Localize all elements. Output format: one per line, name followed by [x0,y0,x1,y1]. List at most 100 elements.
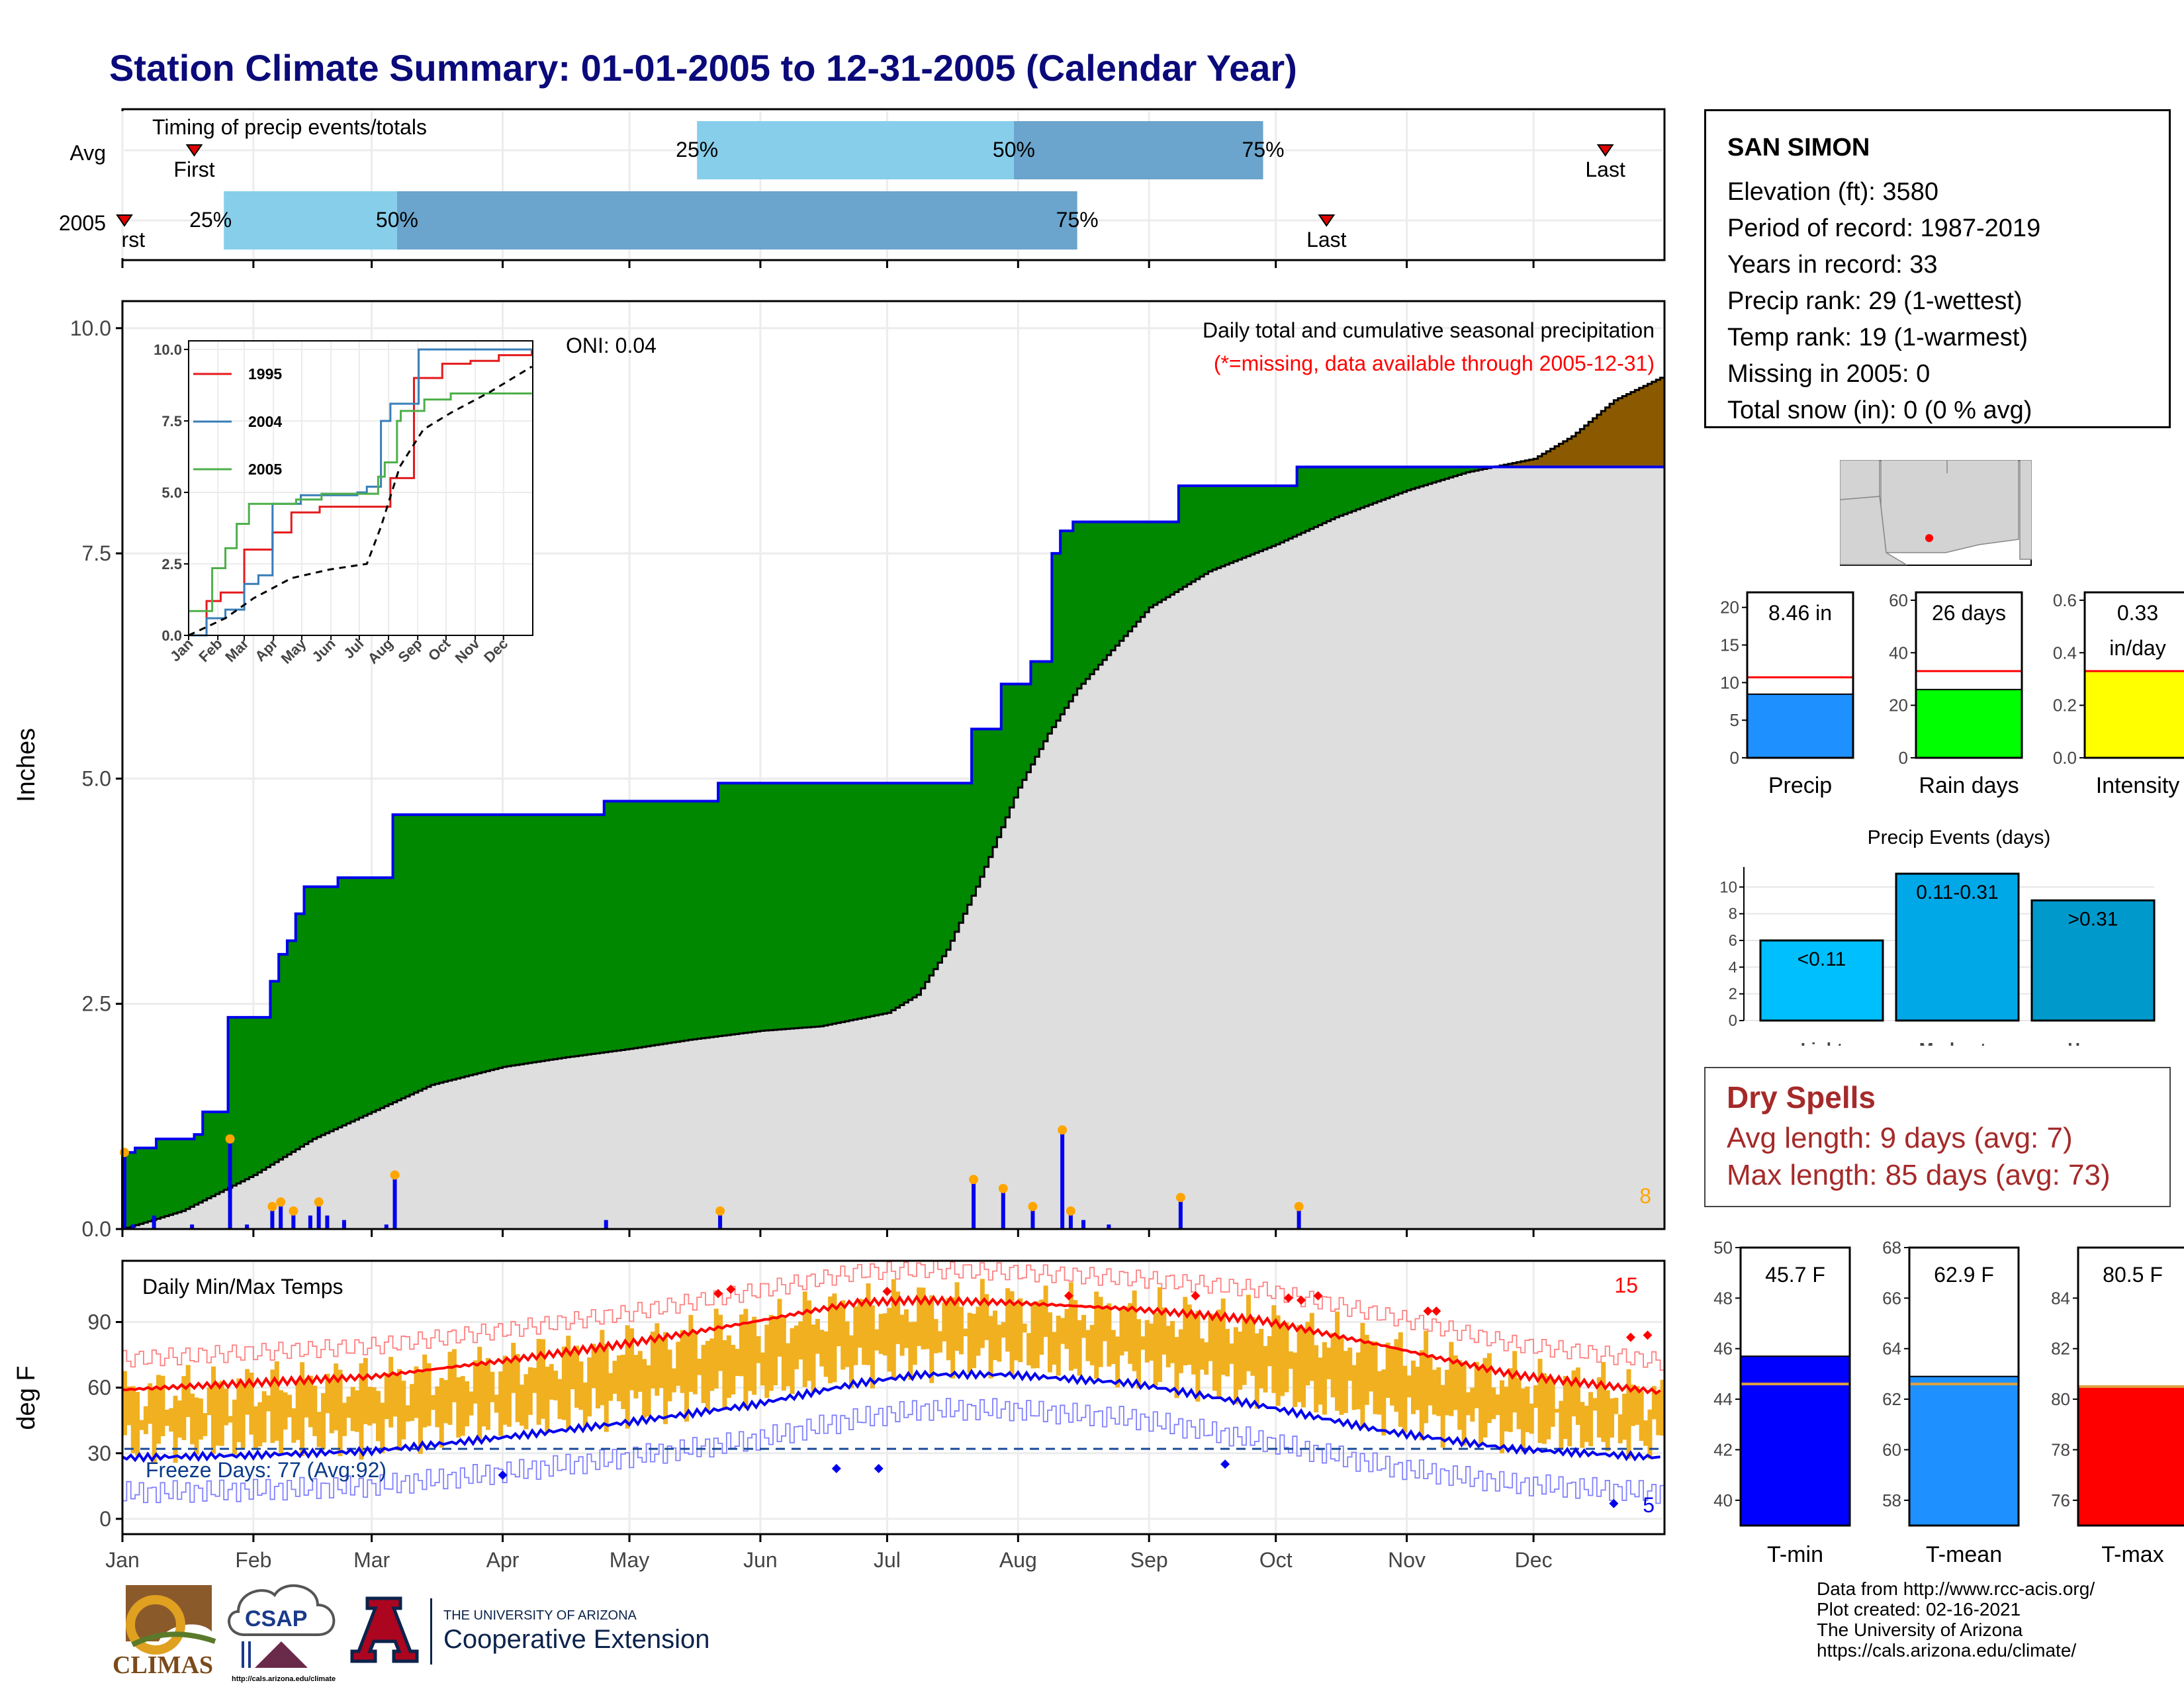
surplus-fill [1470,467,1475,472]
record-high-marker [1191,1291,1201,1301]
precip-area [121,377,1665,1230]
daily-temp-bar [502,1355,508,1425]
daily-temp-bar [1301,1327,1306,1408]
surplus-fill [1098,522,1103,665]
month-label: Aug [999,1548,1037,1572]
deficit-fill [1617,398,1623,467]
daily-temp-bar [786,1343,791,1387]
surplus-fill [621,801,626,1050]
daily-temp-bar [1123,1306,1128,1351]
surplus-fill [954,783,960,932]
temp-bar-frame [1739,1246,1851,1527]
daily-precip-bar [279,1202,283,1229]
daily-temp-bar [1508,1368,1513,1432]
timing-p25-label: 25% [676,138,718,161]
daily-precip-marker [1058,1125,1068,1135]
deficit-fill [1614,400,1619,467]
month-label: Jul [874,1548,901,1572]
daily-temp-bar [439,1378,444,1448]
daily-temp-bar [866,1283,871,1365]
mini-bar-frame [1746,591,1854,759]
surplus-fill [198,1134,203,1203]
surplus-fill [587,814,592,1055]
deficit-fill [1550,449,1555,467]
daily-temp-bar [1398,1332,1403,1427]
temp-bar-ytick-label: 76 [2051,1490,2070,1510]
daily-precip-bar [122,1152,126,1229]
daily-temp-bar [465,1381,470,1427]
inset-series-2004 [189,348,532,637]
daily-temp-bar [1259,1328,1264,1389]
daily-temp-bar [1238,1331,1243,1390]
climas-leaf [131,1631,216,1647]
daily-temp-bar [1060,1318,1066,1344]
surplus-fill [473,814,478,1075]
daily-temp-bar [667,1349,672,1402]
daily-temp-bar [1592,1398,1598,1411]
month-label: Feb [235,1548,271,1572]
surplus-fill [304,886,309,1144]
surplus-fill [481,814,486,1072]
daily-temp-bar [1271,1305,1277,1393]
deficit-fill [1622,396,1627,467]
daily-temp-bar [283,1392,288,1430]
credit-line-1: Data from http://www.rcc-acis.org/ [1817,1578,2095,1599]
daily-temp-bar [659,1338,664,1389]
surplus-fill [1009,684,1015,807]
surplus-fill [249,1017,254,1177]
temp-bar-value: 62.9 F [1934,1263,1994,1287]
surplus-fill [1043,661,1048,742]
daily-temp-bar [1297,1325,1302,1402]
timing-row-label-2005: 2005 [59,211,106,235]
daily-temp-bar [958,1306,964,1355]
daily-temp-bar [1128,1303,1133,1364]
daily-precip-marker [1028,1201,1038,1211]
daily-precip-bar [228,1138,232,1229]
surplus-fill [895,783,901,1008]
deficit-fill [1537,456,1543,467]
daily-temp-bar [1563,1375,1568,1440]
deficit-fill [1651,381,1657,467]
timing-last-label: Last [1306,228,1347,251]
surplus-fill [206,1112,212,1199]
surplus-fill [1144,522,1150,613]
map-state-az [1880,460,2019,553]
csap-rain [242,1641,244,1668]
temp-bar-ytick-label: 48 [1713,1288,1733,1308]
mini-bar-Rain days [1915,688,2023,758]
surplus-fill [350,878,355,1122]
surplus-fill [240,1017,246,1181]
daily-precip-marker [276,1197,286,1207]
daily-temp-bar [595,1347,600,1409]
daily-temp-bar [557,1379,563,1419]
deficit-fill [1559,443,1564,467]
surplus-fill [477,814,482,1074]
daily-temp-bar [396,1369,402,1451]
daily-temp-bar [828,1296,833,1384]
surplus-fill [270,981,275,1165]
timing-last-label: Last [1585,158,1625,181]
inset-ytick-label: 5.0 [161,484,182,501]
surplus-fill [570,814,575,1057]
surplus-fill [942,783,947,956]
temp-bar-value: 45.7 F [1765,1263,1825,1287]
daily-temp-bar [304,1378,309,1418]
surplus-fill [300,913,305,1147]
surplus-fill [625,801,630,1050]
surplus-fill [1449,467,1454,478]
temp-bar-charts: 45.7 F 40 42 44 46 48 50 T-min 62.9 F 58 60 62 64 66 6… [1713,1238,2184,1567]
surplus-fill [739,783,744,1034]
mini-bar-ytick-label: 0.4 [2053,643,2077,663]
daily-temp-bar [684,1332,689,1422]
precip-ytick-label: 10.0 [70,316,111,340]
daily-temp-bar [203,1413,208,1436]
timing-edge-mask [86,225,120,261]
daily-temp-bar [1529,1403,1534,1434]
temp-bar-frame [2077,1246,2184,1527]
daily-temp-bar [1453,1355,1458,1410]
daily-temp-bar [523,1374,529,1430]
daily-temp-bar [616,1355,621,1402]
daily-temp-bar [1651,1386,1657,1420]
surplus-fill [152,1148,157,1220]
csap-logo: CSAP http://cals.arizona.edu/climate [228,1584,336,1683]
